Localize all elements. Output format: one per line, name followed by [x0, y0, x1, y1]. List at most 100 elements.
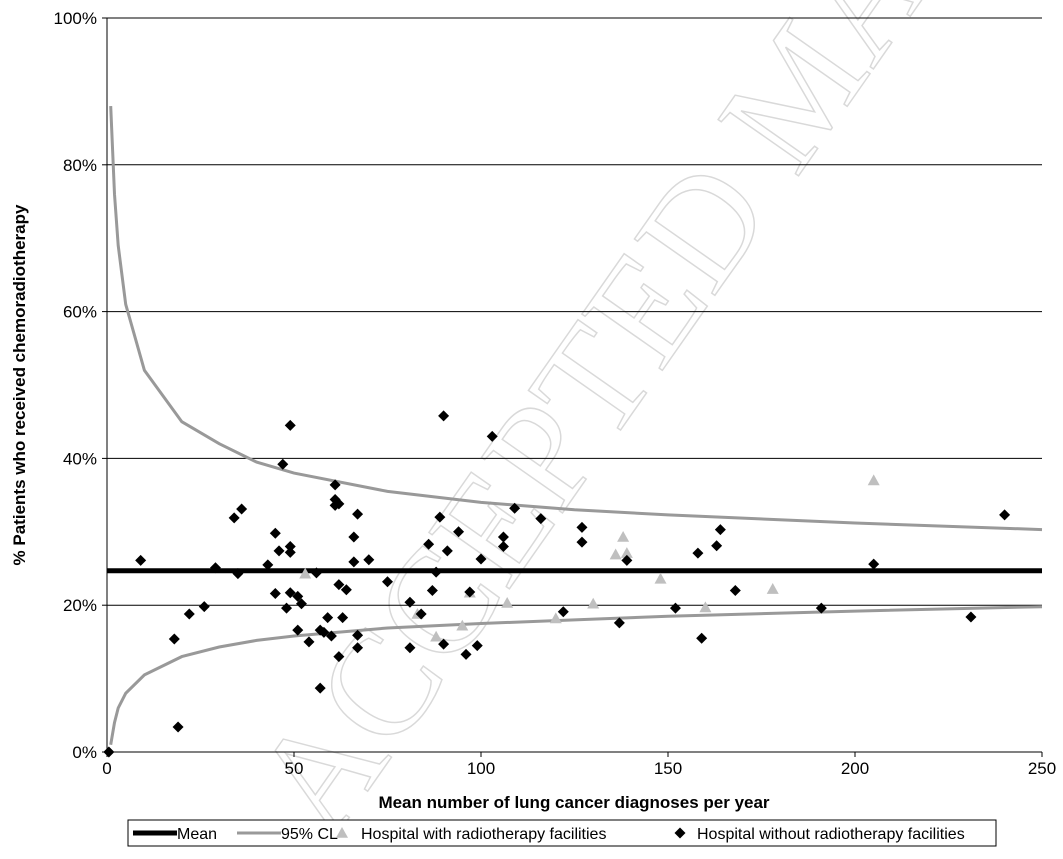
point-without-radiotherapy-45 [404, 596, 416, 608]
legend-with-radiotherapy-label: Hospital with radiotherapy facilities [361, 826, 606, 843]
y-axis-title: % Patients who received chemoradiotherap… [10, 204, 29, 565]
point-without-radiotherapy-33 [333, 579, 345, 591]
point-with-radiotherapy-6 [549, 612, 562, 624]
point-without-radiotherapy-52 [438, 410, 450, 422]
x-tick-label-2: 100 [467, 759, 495, 778]
point-without-radiotherapy-9 [236, 503, 248, 515]
legend: Mean 95% CL Hospital with radiotherapy fac… [127, 819, 997, 847]
point-without-radiotherapy-8 [232, 568, 244, 580]
tick-labels: 0% 20% 40% 60% 80% 100% 0 50 100 150 200 250 [54, 9, 1057, 778]
point-without-radiotherapy-37 [340, 584, 352, 596]
point-without-radiotherapy-5 [198, 601, 210, 613]
point-with-radiotherapy-14 [867, 474, 880, 486]
point-without-radiotherapy-40 [352, 508, 364, 520]
point-without-radiotherapy-28 [322, 612, 334, 624]
point-without-radiotherapy-27 [318, 626, 330, 638]
point-with-radiotherapy-7 [587, 597, 600, 609]
point-without-radiotherapy-47 [415, 608, 427, 620]
legend-with-radiotherapy-marker [336, 827, 348, 838]
axes [102, 17, 1043, 757]
point-without-radiotherapy-15 [281, 602, 293, 614]
point-without-radiotherapy-12 [269, 527, 281, 539]
y-tick-label-1: 20% [63, 596, 97, 615]
point-without-radiotherapy-7 [228, 512, 240, 524]
y-tick-label-2: 40% [63, 449, 97, 468]
point-with-radiotherapy-9 [617, 530, 630, 542]
point-without-radiotherapy-62 [497, 540, 509, 552]
point-without-radiotherapy-71 [692, 547, 704, 559]
point-without-radiotherapy-43 [363, 554, 375, 566]
point-without-radiotherapy-68 [613, 617, 625, 629]
point-without-radiotherapy-29 [325, 630, 337, 642]
legend-mean-label: Mean [177, 826, 217, 843]
point-without-radiotherapy-53 [438, 638, 450, 650]
point-without-radiotherapy-20 [292, 624, 304, 636]
cl-upper-line [109, 106, 1043, 532]
x-axis-title: Mean number of lung cancer diagnoses per… [378, 793, 769, 812]
point-without-radiotherapy-13 [273, 545, 285, 557]
point-without-radiotherapy-23 [303, 636, 315, 648]
point-without-radiotherapy-69 [621, 554, 633, 566]
x-tick-label-5: 250 [1028, 759, 1056, 778]
point-without-radiotherapy-0 [103, 746, 115, 758]
x-tick-label-1: 50 [285, 759, 304, 778]
point-without-radiotherapy-57 [464, 586, 476, 598]
point-without-radiotherapy-61 [497, 531, 509, 543]
point-without-radiotherapy-79 [999, 509, 1011, 521]
point-with-radiotherapy-8 [609, 548, 622, 560]
point-without-radiotherapy-77 [868, 558, 880, 570]
point-without-radiotherapy-3 [172, 721, 184, 733]
x-tick-label-4: 200 [841, 759, 869, 778]
point-without-radiotherapy-34 [333, 651, 345, 663]
point-without-radiotherapy-78 [965, 611, 977, 623]
point-with-radiotherapy-2 [430, 630, 443, 642]
point-without-radiotherapy-10 [262, 559, 274, 571]
point-without-radiotherapy-51 [434, 511, 446, 523]
point-without-radiotherapy-46 [404, 642, 416, 654]
point-without-radiotherapy-22 [295, 598, 307, 610]
point-without-radiotherapy-25 [314, 682, 326, 694]
cl-lower-line [109, 605, 1043, 745]
scatter-points [103, 410, 1011, 758]
point-with-radiotherapy-5 [501, 596, 514, 608]
point-without-radiotherapy-4 [183, 608, 195, 620]
point-without-radiotherapy-14 [277, 458, 289, 470]
legend-cl-label: 95% CL [281, 826, 338, 843]
point-without-radiotherapy-58 [471, 640, 483, 652]
point-without-radiotherapy-73 [711, 540, 723, 552]
point-without-radiotherapy-72 [696, 632, 708, 644]
point-without-radiotherapy-67 [576, 536, 588, 548]
point-with-radiotherapy-3 [456, 619, 469, 631]
y-tick-label-5: 100% [54, 9, 97, 28]
legend-without-radiotherapy-label: Hospital without radiotherapy facilities [697, 826, 965, 843]
point-without-radiotherapy-50 [430, 566, 442, 578]
point-without-radiotherapy-19 [284, 587, 296, 599]
point-without-radiotherapy-63 [509, 502, 521, 514]
point-without-radiotherapy-76 [815, 602, 827, 614]
confidence-limit-lines [109, 106, 1043, 745]
point-without-radiotherapy-59 [475, 553, 487, 565]
point-without-radiotherapy-42 [352, 629, 364, 641]
point-without-radiotherapy-1 [135, 554, 147, 566]
point-without-radiotherapy-60 [486, 430, 498, 442]
point-without-radiotherapy-21 [292, 590, 304, 602]
point-without-radiotherapy-17 [284, 546, 296, 558]
y-tick-label-0: 0% [72, 743, 97, 762]
point-without-radiotherapy-6 [209, 562, 221, 574]
point-without-radiotherapy-48 [423, 538, 435, 550]
x-tick-label-0: 0 [102, 759, 111, 778]
legend-without-radiotherapy-marker [674, 827, 686, 839]
point-without-radiotherapy-66 [576, 521, 588, 533]
point-without-radiotherapy-2 [168, 633, 180, 645]
point-without-radiotherapy-35 [333, 498, 345, 510]
point-with-radiotherapy-0 [299, 567, 312, 579]
point-without-radiotherapy-65 [557, 606, 569, 618]
y-tick-label-4: 80% [63, 156, 97, 175]
point-without-radiotherapy-55 [453, 526, 465, 538]
point-without-radiotherapy-24 [310, 567, 322, 579]
point-with-radiotherapy-10 [620, 547, 633, 558]
point-without-radiotherapy-75 [729, 585, 741, 597]
point-without-radiotherapy-64 [535, 513, 547, 525]
x-tick-label-3: 150 [654, 759, 682, 778]
